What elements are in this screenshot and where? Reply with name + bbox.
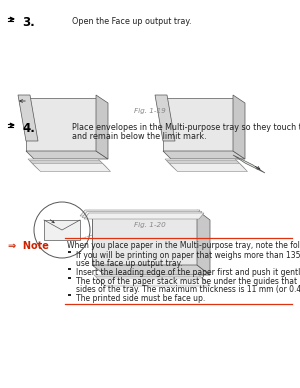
Bar [92, 213, 197, 265]
Polygon shape [197, 210, 210, 275]
Polygon shape [94, 275, 207, 283]
Text: Insert the leading edge of the paper first and push it gently into the tray.: Insert the leading edge of the paper fir… [76, 268, 300, 277]
Polygon shape [169, 163, 247, 171]
Polygon shape [29, 161, 107, 168]
Polygon shape [163, 151, 245, 159]
Polygon shape [155, 95, 175, 141]
Polygon shape [233, 95, 245, 159]
Text: and remain below the limit mark.: and remain below the limit mark. [72, 132, 207, 141]
Text: sides of the tray. The maximum thickness is 11 mm (or 0.43 inch).: sides of the tray. The maximum thickness… [76, 285, 300, 294]
Text: Open the Face up output tray.: Open the Face up output tray. [72, 17, 191, 26]
Polygon shape [96, 95, 108, 159]
Polygon shape [32, 163, 110, 171]
Polygon shape [95, 277, 208, 284]
Bar [44, 220, 80, 240]
Bar [68, 268, 70, 270]
Polygon shape [84, 213, 204, 219]
Bar [68, 251, 70, 253]
Polygon shape [97, 278, 210, 286]
Polygon shape [80, 210, 200, 216]
Text: If you will be printing on paper that weighs more than 135 g/m² (36 lbs),: If you will be printing on paper that we… [76, 251, 300, 260]
Bar [26, 98, 96, 151]
Polygon shape [92, 265, 210, 275]
Text: ⇒  Note: ⇒ Note [8, 241, 49, 251]
Polygon shape [26, 151, 108, 159]
Polygon shape [28, 159, 106, 167]
Text: The top of the paper stack must be under the guides that are on both: The top of the paper stack must be under… [76, 277, 300, 286]
Text: 3.: 3. [22, 16, 35, 29]
Bar [163, 98, 233, 151]
Text: The printed side must be face up.: The printed side must be face up. [76, 294, 205, 303]
Polygon shape [82, 211, 202, 218]
Text: Fig. 1-19: Fig. 1-19 [134, 108, 166, 114]
Text: 4.: 4. [22, 122, 35, 135]
Bar [68, 277, 70, 279]
Text: Fig. 1-20: Fig. 1-20 [134, 222, 166, 228]
Polygon shape [233, 155, 265, 173]
Text: When you place paper in the Multi-purpose tray, note the following:: When you place paper in the Multi-purpos… [67, 241, 300, 250]
Polygon shape [167, 161, 244, 168]
Polygon shape [168, 162, 246, 170]
Polygon shape [31, 162, 109, 170]
Polygon shape [18, 95, 38, 141]
Text: use the face up output tray.: use the face up output tray. [76, 259, 182, 268]
Polygon shape [165, 159, 243, 167]
Text: Place envelopes in the Multi-purpose tray so they touch the back of the tray: Place envelopes in the Multi-purpose tra… [72, 123, 300, 132]
Bar [68, 294, 70, 296]
